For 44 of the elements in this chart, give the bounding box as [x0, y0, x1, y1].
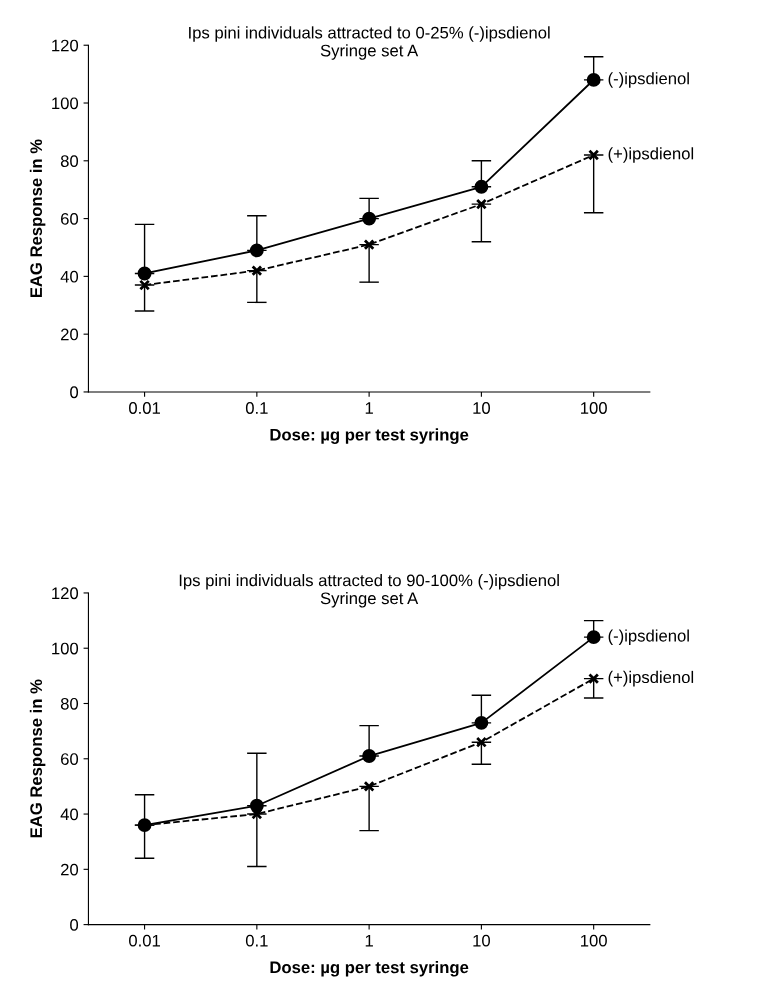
chart-subtitle: Syringe set A: [320, 591, 419, 608]
y-tick-label: 40: [60, 270, 79, 283]
x-tick-label: 1: [365, 402, 373, 414]
x-tick-label: 10: [473, 934, 491, 947]
x-tick-label: 100: [581, 402, 607, 414]
y-tick-label: 60: [61, 753, 79, 765]
x-tick-label: 0.01: [129, 934, 160, 947]
chart-title: Ips pini individuals attracted to 0-25% (-)ipsdienol: [189, 26, 550, 42]
point: [475, 198, 487, 210]
series-label: (+)ipsdienol: [608, 147, 694, 163]
y-tick-label: 120: [52, 39, 79, 52]
y-axis-title: EAG Response in %: [29, 139, 46, 298]
series-label: (-)ipsdienol: [608, 72, 689, 88]
point: [139, 279, 151, 291]
x-tick-label: 1: [365, 934, 373, 947]
y-axis-title: EAG Response in %: [29, 679, 46, 838]
y-tick-label: 20: [61, 328, 79, 341]
x-tick-label: 100: [581, 934, 607, 947]
series-label: (-)ipsdienol: [608, 629, 689, 645]
y-tick-label: 60: [61, 212, 79, 225]
chart-title: Ips pini individuals attracted to 90-100% (-)ipsdienol: [179, 574, 559, 590]
point: [475, 736, 487, 748]
x-axis-title: Dose: µg per test syringe: [270, 428, 469, 444]
y-tick-label: 0: [70, 386, 79, 399]
point: [251, 265, 263, 277]
x-tick-label: 0.1: [245, 934, 268, 947]
x-tick-label: 0.1: [245, 402, 268, 414]
x-tick-label: 10: [473, 402, 491, 414]
point: [363, 239, 375, 251]
series-label: (+)ipsdienol: [608, 670, 694, 687]
chart-subtitle: Syringe set A: [320, 44, 419, 60]
y-tick-label: 80: [60, 697, 79, 710]
y-tick-label: 20: [61, 863, 79, 876]
y-tick-label: 120: [52, 587, 79, 600]
x-axis-title: Dose: µg per test syringe: [270, 960, 469, 977]
y-tick-label: 0: [70, 919, 79, 931]
y-tick-label: 100: [52, 642, 79, 655]
point: [588, 673, 600, 685]
y-tick-label: 40: [60, 808, 79, 821]
x-tick-label: 0.01: [129, 402, 160, 414]
point: [363, 780, 375, 792]
y-tick-label: 100: [52, 97, 79, 110]
point: [588, 149, 600, 161]
y-tick-label: 80: [60, 155, 79, 167]
